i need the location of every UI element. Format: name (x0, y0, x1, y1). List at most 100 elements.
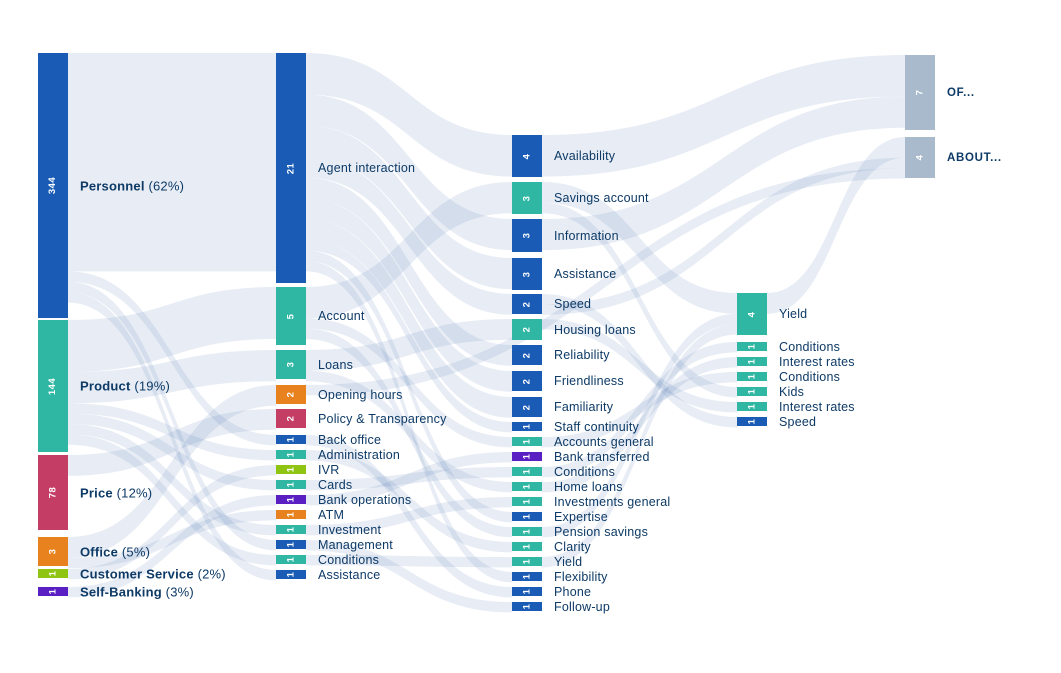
flow-ribbon-information-of (542, 96, 905, 251)
node-value-homeloans: 1 (521, 483, 533, 490)
node-value-selfbank: 1 (47, 588, 59, 595)
flow-ribbon-accountsgen-conditions_c4b (542, 372, 737, 448)
sankey-node-ivr[interactable]: 1 (276, 465, 306, 474)
node-value-speed_c3: 2 (521, 301, 533, 307)
sankey-node-housing[interactable]: 2 (512, 319, 542, 340)
sankey-node-conditions_c4b[interactable]: 1 (737, 372, 767, 381)
sankey-node-investgen[interactable]: 1 (512, 497, 542, 506)
sankey-node-selfbank[interactable]: 1 (38, 587, 68, 596)
node-label-interest_c4a: Interest rates (779, 354, 855, 369)
flow-ribbon-office-opening (68, 385, 276, 558)
flow-ribbon-account-savings (306, 182, 512, 319)
sankey-node-conditions_c2[interactable]: 1 (276, 555, 306, 564)
sankey-node-account[interactable]: 5 (276, 287, 306, 345)
node-value-housing: 2 (521, 326, 533, 333)
node-label-interest_c4b: Interest rates (779, 399, 855, 414)
sankey-node-friendliness[interactable]: 2 (512, 371, 542, 391)
sankey-node-reliability[interactable]: 2 (512, 345, 542, 365)
sankey-node-cservice[interactable]: 1 (38, 569, 68, 578)
sankey-node-assistance_c3[interactable]: 3 (512, 258, 542, 290)
node-label-information: Information (554, 228, 619, 243)
sankey-node-availability[interactable]: 4 (512, 135, 542, 177)
flow-ribbon-savings-yield_c4 (542, 182, 737, 314)
sankey-node-expertise[interactable]: 1 (512, 512, 542, 521)
flow-ribbon-agent-information (306, 94, 512, 251)
sankey-node-assistance_c2[interactable]: 1 (276, 570, 306, 579)
node-value-assistance_c3: 3 (521, 271, 533, 277)
sankey-node-cards[interactable]: 1 (276, 480, 306, 489)
sankey-node-flexibility[interactable]: 1 (512, 572, 542, 581)
node-value-price: 78 (47, 486, 59, 499)
sankey-node-administration[interactable]: 1 (276, 450, 306, 459)
sankey-node-price[interactable]: 78 (38, 455, 68, 530)
node-value-yield_c3: 1 (521, 558, 533, 565)
sankey-node-speed_c3[interactable]: 2 (512, 294, 542, 314)
sankey-node-speed_c4[interactable]: 1 (737, 417, 767, 426)
sankey-node-office[interactable]: 3 (38, 537, 68, 566)
sankey-node-about[interactable]: 4 (905, 137, 935, 178)
node-value-office: 3 (47, 548, 59, 555)
sankey-node-conditions_c4a[interactable]: 1 (737, 342, 767, 351)
sankey-node-interest_c4a[interactable]: 1 (737, 357, 767, 366)
flow-ribbon-cards-conditions_c3 (306, 467, 512, 491)
node-value-investgen: 1 (521, 498, 533, 505)
sankey-node-pension[interactable]: 1 (512, 527, 542, 536)
sankey-node-banktrans[interactable]: 1 (512, 452, 542, 461)
sankey-node-yield_c4[interactable]: 4 (737, 293, 767, 335)
sankey-node-followup[interactable]: 1 (512, 602, 542, 611)
node-value-product: 144 (47, 377, 59, 395)
node-label-assistance_c2: Assistance (318, 567, 381, 582)
node-value-interest_c4b: 1 (746, 403, 758, 410)
node-label-speed_c4: Speed (779, 414, 817, 429)
sankey-node-of[interactable]: 7 (905, 55, 935, 130)
node-value-conditions_c2: 1 (285, 556, 297, 563)
flow-ribbon-selfbank-bankops (68, 495, 276, 598)
sankey-node-loans[interactable]: 3 (276, 350, 306, 379)
node-label-speed_c3: Speed (554, 297, 592, 311)
node-value-management: 1 (285, 541, 297, 548)
sankey-node-management[interactable]: 1 (276, 540, 306, 549)
flow-ribbon-personnel-agent (68, 53, 276, 272)
sankey-node-product[interactable]: 144 (38, 320, 68, 452)
flow-ribbon-loans-housing (306, 319, 512, 371)
sankey-node-staffcont[interactable]: 1 (512, 422, 542, 431)
sankey-node-familiarity[interactable]: 2 (512, 397, 542, 417)
sankey-node-bankops[interactable]: 1 (276, 495, 306, 504)
node-label-conditions_c3: Conditions (554, 464, 616, 479)
sankey-node-conditions_c3[interactable]: 1 (512, 467, 542, 476)
node-value-flexibility: 1 (521, 573, 533, 580)
flow-ribbon-yield_c3-yield_c4 (542, 324, 737, 568)
sankey-node-personnel[interactable]: 344 (38, 53, 68, 318)
sankey-node-investment[interactable]: 1 (276, 525, 306, 534)
node-label-ivr: IVR (318, 462, 340, 477)
sankey-node-backoffice[interactable]: 1 (276, 435, 306, 444)
flow-ribbon-investment-investgen (306, 497, 512, 536)
sankey-node-clarity[interactable]: 1 (512, 542, 542, 551)
flow-ribbon-price-policy (68, 409, 276, 476)
sankey-node-opening[interactable]: 2 (276, 385, 306, 404)
node-value-savings: 3 (521, 195, 533, 201)
sankey-node-interest_c4b[interactable]: 1 (737, 402, 767, 411)
flow-ribbon-product-administration (68, 403, 276, 461)
sankey-node-policy[interactable]: 2 (276, 409, 306, 428)
node-label-cards: Cards (318, 477, 353, 492)
sankey-node-yield_c3[interactable]: 1 (512, 557, 542, 566)
node-value-pension: 1 (521, 528, 533, 535)
flow-ribbon-agent-staffcont (306, 240, 512, 433)
flow-ribbon-office-atm (68, 510, 276, 569)
sankey-node-information[interactable]: 3 (512, 219, 542, 252)
sankey-node-savings[interactable]: 3 (512, 182, 542, 214)
sankey-node-agent[interactable]: 21 (276, 53, 306, 283)
node-label-backoffice: Back office (318, 432, 382, 447)
node-value-interest_c4a: 1 (746, 358, 758, 365)
sankey-node-atm[interactable]: 1 (276, 510, 306, 519)
flow-ribbon-bankops-banktrans (306, 452, 512, 506)
flow-ribbon-product-loans (68, 350, 276, 404)
sankey-node-phone[interactable]: 1 (512, 587, 542, 596)
flow-ribbon-yield_c4-about (767, 137, 905, 314)
sankey-node-kids[interactable]: 1 (737, 387, 767, 396)
node-label-policy: Policy & Transparency (318, 411, 447, 426)
node-label-phone: Phone (554, 584, 592, 599)
sankey-node-accountsgen[interactable]: 1 (512, 437, 542, 446)
sankey-node-homeloans[interactable]: 1 (512, 482, 542, 491)
